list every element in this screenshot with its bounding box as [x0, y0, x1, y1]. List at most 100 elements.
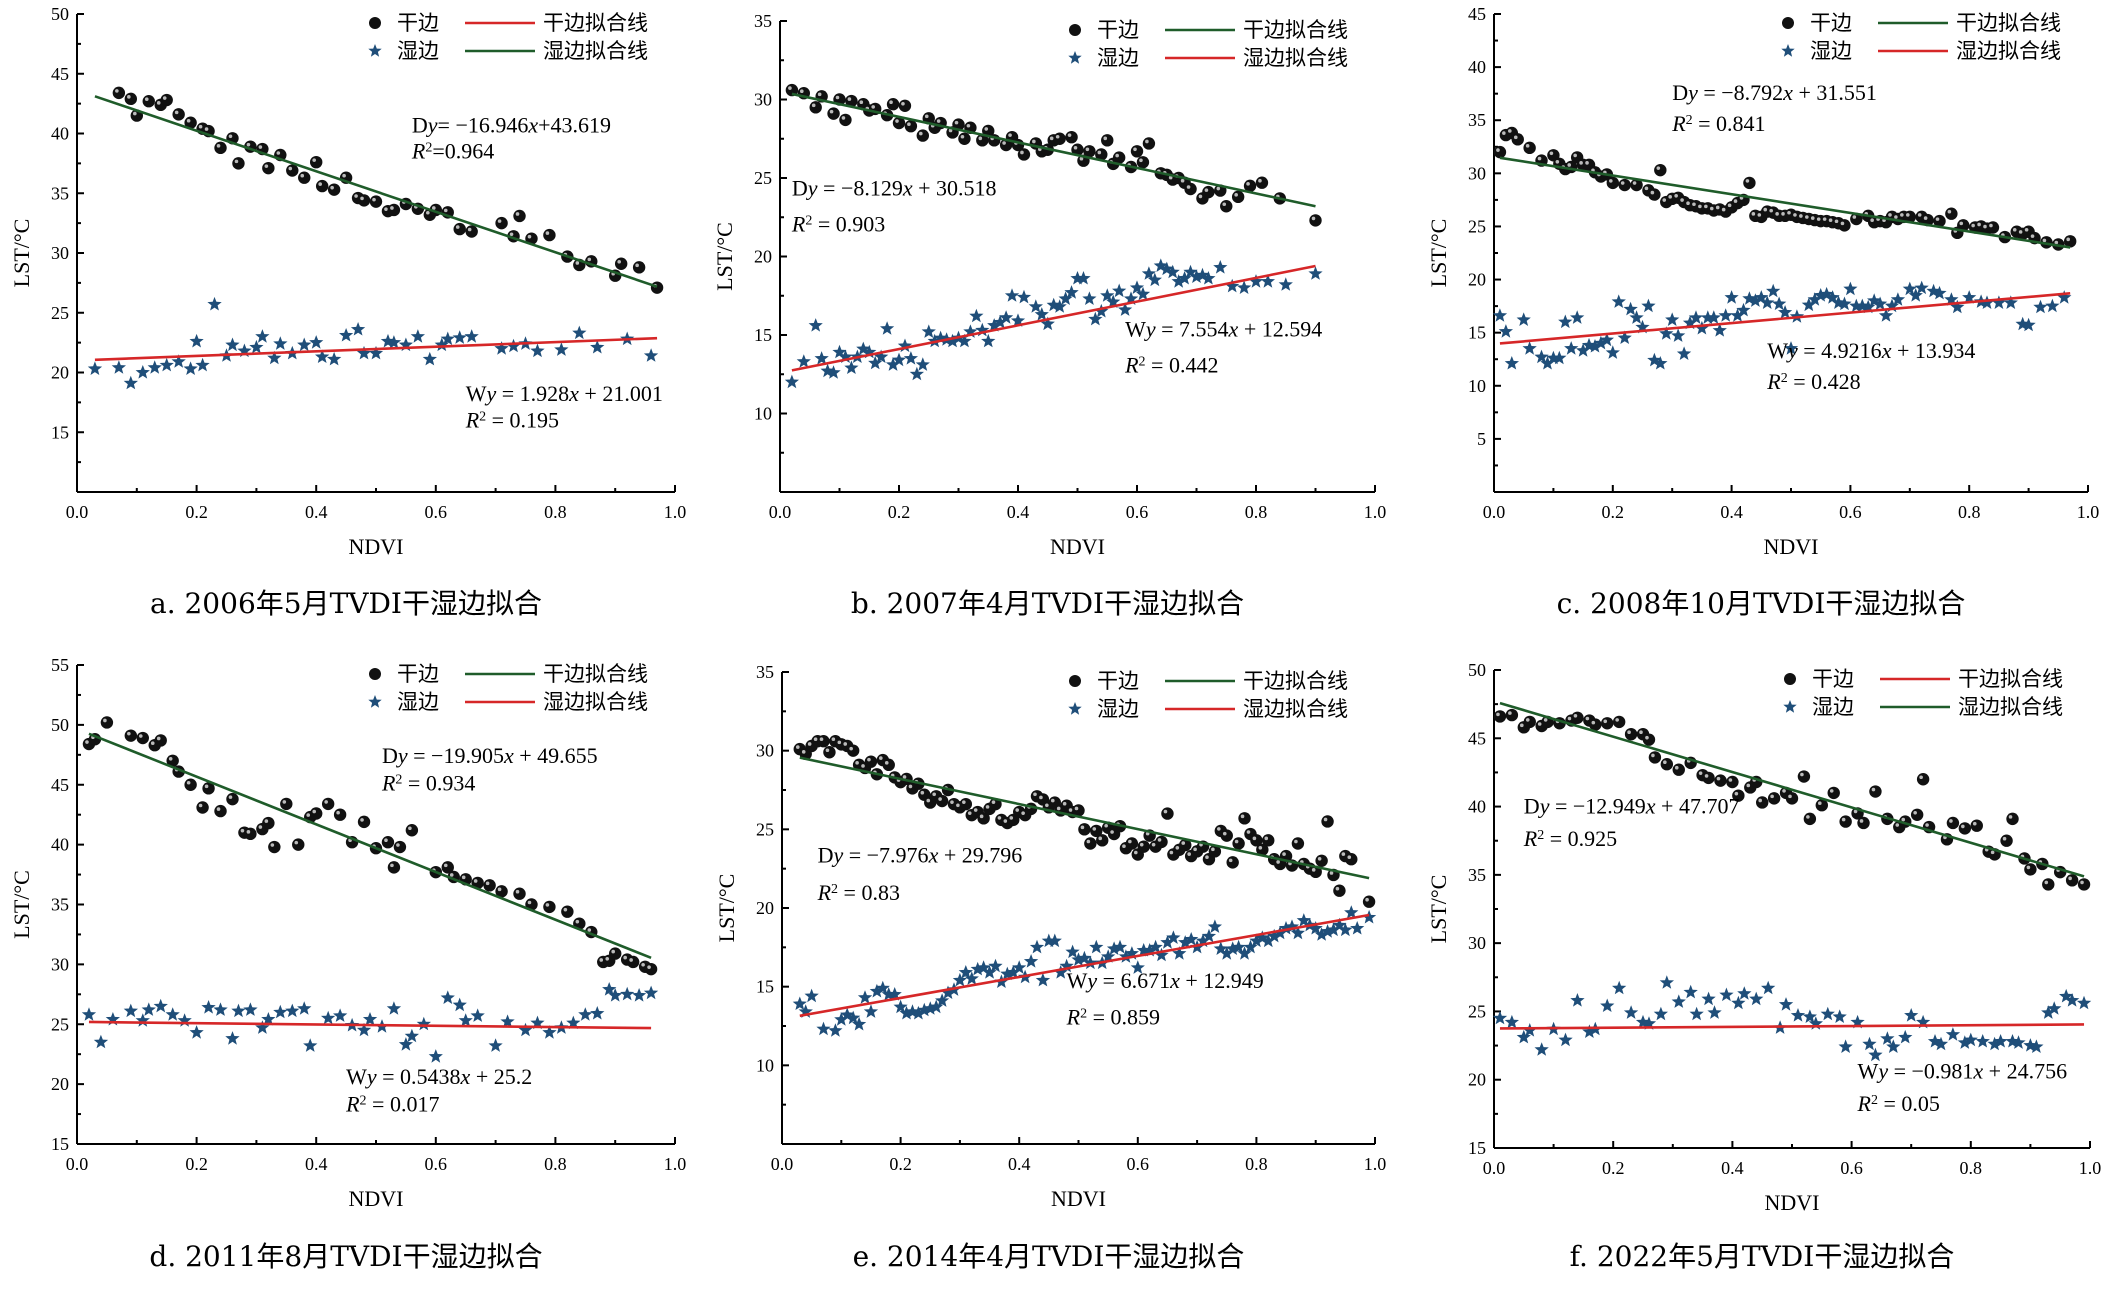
dry-edge-point	[1624, 727, 1638, 741]
wet-edge-point	[135, 1013, 150, 1027]
dry-edge-point	[1511, 133, 1524, 146]
wet-edge-point	[410, 329, 425, 343]
dry-edge-point-highlight	[1775, 212, 1779, 216]
dry-edge-point	[1315, 854, 1328, 867]
x-tick-label: 0.6	[1127, 1154, 1150, 1174]
dry-edge-point-highlight	[1055, 134, 1060, 139]
dry-edge-point-highlight	[1139, 158, 1143, 163]
wet-edge-point	[1498, 324, 1513, 338]
wet-edge-point	[1534, 1042, 1549, 1056]
wet-edge-point	[1148, 939, 1163, 954]
wet-edge-point	[1064, 285, 1079, 299]
dry-edge-point	[543, 228, 556, 242]
dry-edge-point-highlight	[127, 731, 131, 736]
dry-edge-point-highlight	[354, 194, 358, 198]
dry-edge-point	[817, 735, 830, 748]
dry-edge-point	[1945, 207, 1958, 220]
dry-edge-point-highlight	[1217, 827, 1221, 831]
wet-edge-point	[988, 958, 1003, 973]
dry-edge-point-highlight	[1715, 205, 1720, 210]
dry-edge-point-highlight	[2026, 865, 2031, 870]
dry-edge-point-highlight	[1015, 808, 1019, 812]
dry-edge-point-highlight	[2054, 240, 2059, 245]
wet-edge-point	[927, 333, 942, 348]
dry-edge-point-highlight	[1651, 753, 1655, 758]
wet-edge-point	[899, 1005, 914, 1020]
dry-edge-point-highlight	[1264, 836, 1269, 841]
wet-edge-point	[1023, 954, 1039, 968]
dry-edge-point-highlight	[1537, 156, 1542, 161]
wet-edge-point	[1916, 1014, 1931, 1029]
dry-edge-point-highlight	[1555, 159, 1560, 164]
x-axis-title: NDVI	[349, 1186, 404, 1211]
dry-edge-point-highlight	[938, 797, 942, 801]
wet-edge-point	[1267, 928, 1282, 943]
dry-edge-point-highlight	[1134, 850, 1138, 855]
wet-edge-point	[784, 374, 799, 389]
dry-edge-point	[827, 107, 840, 120]
wet-edge-point	[987, 318, 1002, 332]
wet-edge-point	[356, 345, 372, 360]
dry-edge-point-highlight	[1092, 827, 1097, 831]
wet-edge-point	[440, 331, 455, 346]
x-tick-label: 0.8	[544, 1154, 567, 1174]
dry-edge-point-highlight	[997, 816, 1002, 820]
x-tick-label: 1.0	[2077, 502, 2100, 522]
y-tick-label: 45	[51, 775, 69, 795]
dry-edge-point-highlight	[1246, 182, 1250, 186]
wet-edge-point	[195, 357, 210, 372]
dry-edge-point	[112, 86, 126, 100]
wet-edge-point	[1172, 946, 1187, 960]
wet-edge-point	[1688, 310, 1704, 324]
x-tick-label: 0.6	[425, 1154, 448, 1174]
dry-fit-line	[94, 95, 658, 288]
dry-edge-point-highlight	[920, 790, 925, 795]
dry-edge-point	[823, 746, 836, 759]
wet-fit-equation: Wy = 7.554x + 12.594	[1125, 317, 1322, 342]
dry-edge-point	[1827, 786, 1840, 800]
wet-edge-point	[1760, 295, 1775, 309]
x-tick-label: 1.0	[664, 502, 687, 522]
dry-edge-point-highlight	[1704, 774, 1709, 778]
wet-fit-line	[791, 264, 1316, 372]
wet-edge-point	[970, 961, 985, 976]
dry-edge-point-highlight	[1834, 219, 1839, 224]
y-tick-label: 50	[51, 715, 69, 735]
dry-edge-point-highlight	[1335, 886, 1340, 891]
wet-edge-point	[1065, 944, 1080, 959]
wet-edge-point	[1278, 277, 1293, 291]
wet-edge-point	[1314, 927, 1329, 941]
dry-edge-point-highlight	[641, 962, 645, 967]
wet-edge-point	[923, 1001, 938, 1015]
dry-fit-equation: Dy= −16.946x+43.619	[412, 112, 611, 137]
wet-edge-point	[1718, 308, 1733, 322]
dry-edge-point-highlight	[1615, 718, 1619, 722]
dry-edge-point-highlight	[318, 182, 322, 186]
wet-edge-point	[464, 329, 479, 343]
wet-edge-point	[1123, 291, 1139, 305]
dry-edge-point-highlight	[1925, 823, 1929, 827]
dry-edge-point	[1238, 812, 1251, 825]
wet-edge-point	[1611, 294, 1626, 308]
dry-edge-point	[1839, 815, 1852, 828]
dry-edge-point	[1136, 156, 1150, 169]
legend-wet-label: 湿边	[397, 39, 439, 63]
dry-edge-point-highlight	[1021, 811, 1025, 815]
dry-edge-point-highlight	[1181, 841, 1186, 845]
wet-edge-point	[500, 1014, 515, 1028]
wet-edge-point	[1492, 308, 1508, 322]
dry-edge-point	[184, 778, 197, 791]
x-tick-label: 0.4	[305, 502, 328, 522]
wet-edge-point	[458, 1013, 473, 1027]
legend-wet-label: 湿边	[1812, 695, 1854, 719]
dry-edge-point-highlight	[1039, 795, 1043, 800]
y-tick-label: 30	[754, 90, 772, 110]
dry-edge-point	[846, 744, 860, 757]
dry-edge-point-highlight	[1537, 722, 1542, 726]
dry-edge-point	[916, 129, 929, 142]
wet-edge-point	[964, 971, 979, 985]
dry-edge-point-highlight	[1085, 147, 1090, 152]
dry-edge-point-highlight	[954, 120, 959, 125]
dry-edge-point-highlight	[867, 757, 871, 762]
